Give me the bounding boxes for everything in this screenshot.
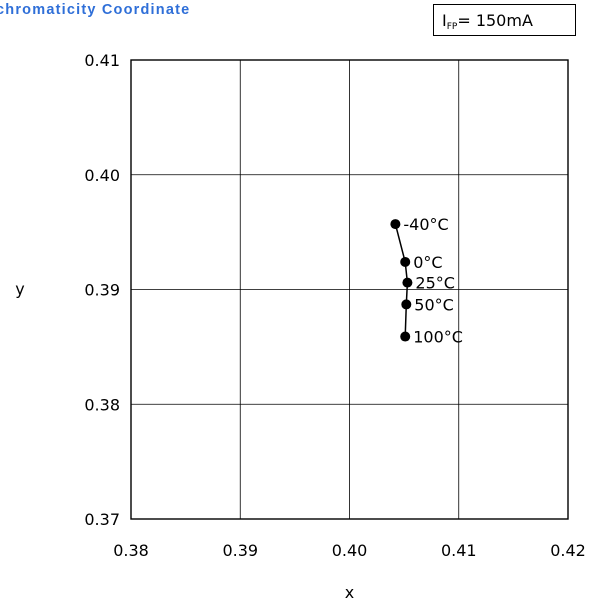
x-tick-label: 0.41: [441, 541, 477, 560]
y-tick-label: 0.40: [84, 166, 120, 185]
data-point: [400, 331, 411, 342]
y-tick-label: 0.39: [84, 281, 120, 300]
data-points: [390, 219, 413, 342]
y-tick-label: 0.38: [84, 395, 120, 414]
grid-lines: [131, 60, 568, 519]
condition-value: = 150mA: [457, 11, 533, 30]
y-tick-labels: 0.41 0.40 0.39 0.38 0.37: [84, 51, 120, 529]
data-point: [390, 219, 401, 230]
y-axis-label: y: [15, 280, 24, 299]
condition-box: IFP= 150mA: [433, 4, 576, 36]
data-point-label: 25°C: [415, 274, 455, 293]
x-tick-label: 0.39: [222, 541, 258, 560]
y-tick-label: 0.41: [84, 51, 120, 70]
plot-frame: [130, 59, 569, 520]
x-tick-label: 0.40: [332, 541, 368, 560]
data-point: [401, 299, 412, 310]
data-point: [402, 277, 413, 288]
data-point-label: 0°C: [413, 253, 442, 272]
chart-title: chromaticity Coordinate: [0, 2, 191, 18]
data-point-labels: -40°C 0°C 25°C 50°C 100°C: [403, 215, 463, 346]
data-point-label: 100°C: [413, 328, 463, 347]
x-axis-label: x: [345, 583, 354, 602]
x-tick-label: 0.42: [550, 541, 586, 560]
data-point-label: -40°C: [403, 215, 448, 234]
condition-subscript: FP: [446, 22, 458, 32]
condition-symbol: I: [442, 11, 447, 30]
x-tick-label: 0.38: [113, 541, 149, 560]
data-point: [400, 256, 411, 267]
data-point-label: 50°C: [414, 295, 454, 314]
y-tick-label: 0.37: [84, 510, 120, 529]
x-tick-labels: 0.38 0.39 0.40 0.41 0.42: [113, 541, 586, 560]
